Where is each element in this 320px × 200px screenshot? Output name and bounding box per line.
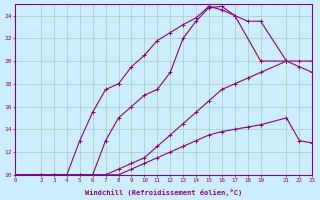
X-axis label: Windchill (Refroidissement éolien,°C): Windchill (Refroidissement éolien,°C): [85, 189, 242, 196]
